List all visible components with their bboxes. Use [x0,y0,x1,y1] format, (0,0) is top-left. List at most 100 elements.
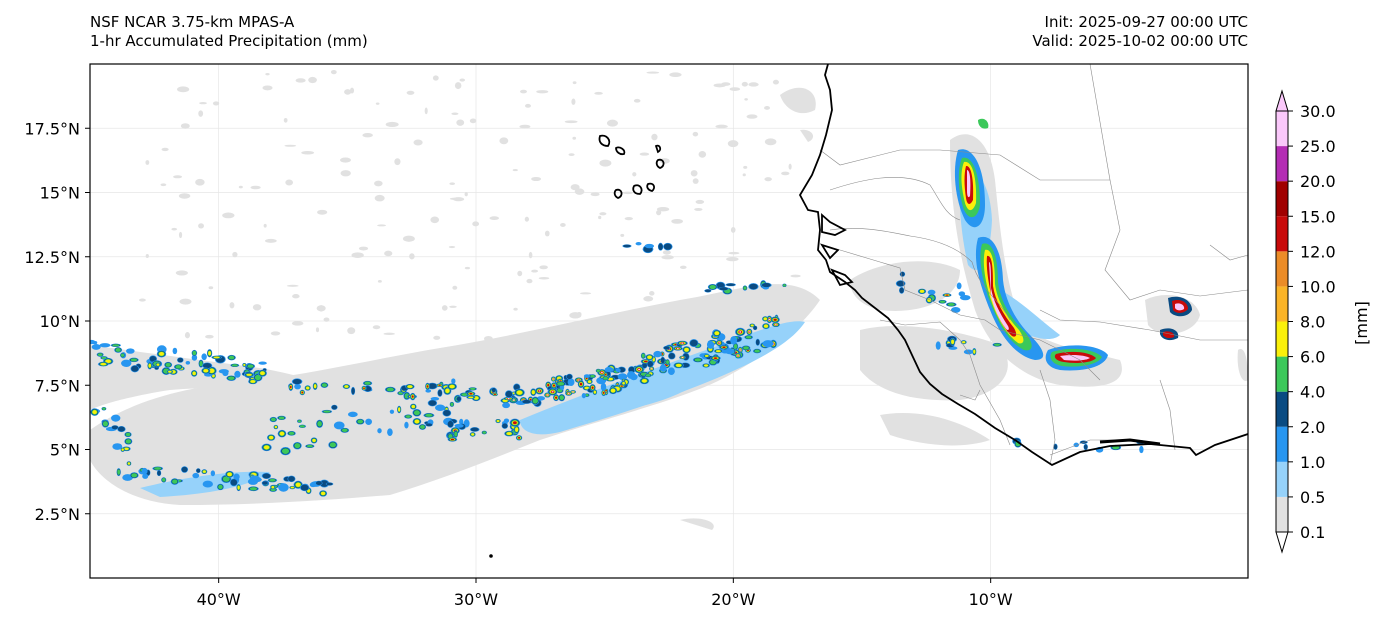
precip-cell [196,468,201,473]
precip-light-cell [179,298,192,305]
precip-light-cell [538,276,550,280]
precip-cell [768,318,771,321]
precip-cell [950,306,961,313]
precip-cell [102,407,106,410]
precip-cell [754,349,760,353]
precip-cell [667,367,675,375]
precip-cell [177,357,184,363]
colorbar-extend-max [1275,89,1289,112]
precip-cell [199,360,203,367]
precip-cell [617,373,628,380]
precip-light-cell [171,227,178,231]
precip-cell [737,355,739,357]
precip-cell [604,366,614,373]
precip-cell [281,448,290,454]
precip-cell [227,376,235,380]
precip-light-cell [451,112,459,115]
precip-light-cell [456,119,465,126]
precip-cell [364,381,371,385]
precip-cell [111,414,121,422]
precip-light-cell [175,270,188,276]
precip-light-cell [599,159,612,167]
colorbar-segment [1276,146,1288,182]
precip-cell [469,392,473,395]
precip-light-cell [472,221,480,227]
precip-cell [587,380,592,383]
precip-light-cell [394,158,401,166]
precip-cell [690,339,698,347]
precip-cell [260,371,265,376]
precip-cell [333,421,345,430]
precip-cell [762,340,774,348]
precip-cell [329,442,337,448]
precip-light-cell [351,252,364,258]
precip-cell [610,388,616,393]
precip-light-cell [448,245,456,249]
precip-light-cell [212,101,220,106]
precip-light-cell [454,82,462,90]
precip-light-cell [184,332,190,339]
precip-light-cell [285,179,294,186]
precip-light-cell [730,226,736,233]
precip-light-cell [385,121,399,128]
precip-light-cell [727,315,734,322]
precip-cell [428,400,437,406]
precip-cell [503,418,510,423]
precip-light-cell [374,180,383,187]
precip-light-cell [572,81,577,85]
precip-cell [117,469,121,475]
precip-cell [157,470,161,476]
precip-cell [279,431,285,436]
precip-cell [590,374,595,378]
precip-cell [450,402,454,407]
precip-cell [262,473,271,479]
precip-cell [581,392,586,399]
precip-light-cell [646,71,660,74]
precip-light-cell [339,157,351,163]
precip-light-cell [198,223,204,229]
precip-light-cell [536,90,549,94]
precip-cell [461,393,468,397]
precip-light-cell [512,169,518,172]
lat-tick-label: 10°N [40,312,80,331]
precip-cell [112,344,120,347]
precip-light-cell [452,197,465,202]
island-dot [489,554,493,558]
title-block: NSF NCAR 3.75-km MPAS-A 1-hr Accumulated… [90,13,368,51]
precip-light-cell [362,133,373,138]
precip-cell [246,373,252,376]
colorbar-level-label: 8.0 [1300,313,1325,332]
precip-light-cell [283,117,288,123]
precip-cell [739,331,742,333]
precip-cell [468,396,474,399]
precip-cell [552,384,556,387]
precip-light-cell [291,321,304,326]
precip-light-cell [528,251,533,259]
precip-light-cell [464,266,470,270]
precip-light-cell [574,188,585,195]
precip-light-cell [649,291,655,296]
precip-cell [733,343,738,350]
colorbar-extend-min [1275,531,1289,554]
precip-cell [317,421,322,427]
precip-cell [172,347,178,355]
precip-light-cell [735,323,742,329]
precip-cell [593,390,597,394]
precip-cell [203,369,209,373]
precip-light-cell [698,150,707,158]
precip-light-cell [358,246,369,251]
precip-light-cell [680,330,687,336]
precip-cell [297,420,302,423]
precip-cell [222,370,229,377]
precip-light-cell [713,83,726,88]
precip-light-cell [323,317,330,322]
precip-cell [716,350,721,353]
precip-light-cell [452,285,458,290]
precip-cell [414,419,420,424]
precip-cell [443,410,451,417]
precip-cell [269,478,276,482]
precip-light-cell [531,269,538,273]
precip-cell [663,243,672,250]
precip-light-cell [432,75,439,81]
